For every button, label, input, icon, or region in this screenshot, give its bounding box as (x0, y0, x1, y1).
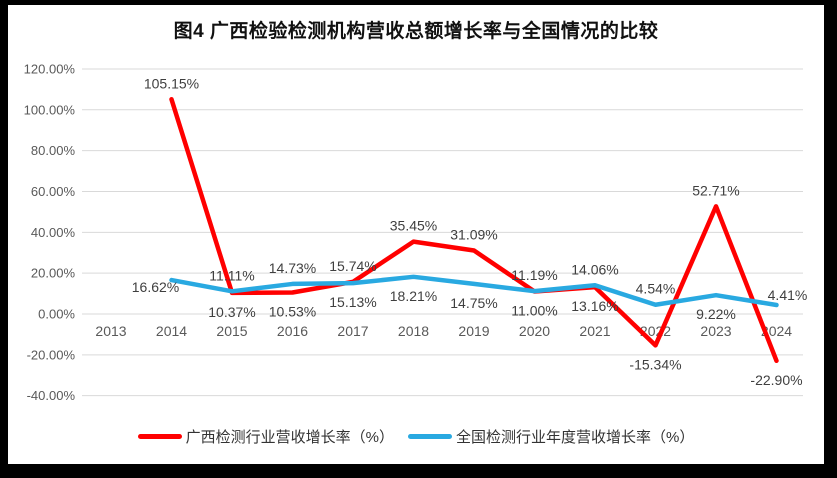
data-label: 11.00% (511, 303, 557, 319)
data-label: 16.62% (132, 279, 179, 295)
x-axis-label: 2019 (458, 323, 489, 339)
legend-item-guangxi: 广西检测行业营收增长率（%） (137, 426, 394, 447)
data-label: 105.15% (144, 75, 199, 91)
chart-area: 图4 广西检验检测机构营收总额增长率与全国情况的比较 120.00% 100.00… (8, 5, 824, 464)
data-label: -15.34% (629, 356, 681, 372)
legend-line-swatch-blue (408, 434, 452, 439)
data-label: 52.71% (692, 182, 739, 198)
y-tick-label: 120.00% (24, 61, 76, 76)
series-line-0 (169, 97, 779, 364)
data-label: -22.90% (750, 372, 802, 388)
data-label: 10.37% (208, 304, 255, 320)
x-axis-label: 2015 (216, 323, 247, 339)
data-label: 11.19% (511, 267, 557, 283)
y-tick-label: 100.00% (24, 102, 76, 117)
data-label: 11.11% (209, 267, 254, 283)
data-label: 9.22% (696, 306, 736, 322)
chart-title: 图4 广西检验检测机构营收总额增长率与全国情况的比较 (173, 21, 659, 42)
data-label: 18.21% (390, 288, 437, 304)
y-tick-label: -40.00% (27, 388, 76, 403)
x-axis-label: 2014 (156, 323, 187, 339)
y-tick-label: 40.00% (31, 225, 76, 240)
data-label: 14.73% (269, 260, 316, 276)
x-axis-label: 2016 (277, 323, 308, 339)
data-label: 15.13% (329, 294, 376, 310)
line-chart: 120.00% 100.00% 80.00% 60.00% 40.00% 20.00% 0.… (24, 61, 808, 403)
data-label: 31.09% (450, 227, 497, 243)
data-label: 35.45% (390, 218, 437, 234)
series-line-1 (169, 274, 779, 308)
x-axis-label: 2020 (519, 323, 550, 339)
y-tick-label: 60.00% (31, 184, 76, 199)
x-axis-label: 2018 (398, 323, 429, 339)
chart-legend: 广西检测行业营收增长率（%） 全国检测行业年度营收增长率（%） (8, 426, 824, 447)
y-tick-label: 80.00% (31, 143, 76, 158)
legend-label-national: 全国检测行业年度营收增长率（%） (456, 429, 695, 446)
data-label: 13.16% (571, 298, 618, 314)
legend-item-national: 全国检测行业年度营收增长率（%） (408, 426, 694, 447)
y-tick-label: -20.00% (27, 347, 76, 362)
legend-line-swatch-red (137, 434, 182, 439)
data-label: 10.53% (269, 303, 316, 319)
data-label: 15.74% (329, 258, 376, 274)
data-label: 4.54% (636, 281, 676, 297)
legend-label-guangxi: 广西检测行业营收增长率（%） (185, 429, 394, 446)
data-label: 4.41% (768, 287, 808, 303)
y-tick-label: 20.00% (31, 266, 76, 281)
x-axis-label: 2023 (700, 323, 731, 339)
x-axis-label: 2021 (579, 323, 610, 339)
data-label: 14.75% (450, 295, 497, 311)
x-axis-label: 2013 (95, 323, 126, 339)
x-axis-label: 2017 (337, 323, 368, 339)
data-label: 14.06% (571, 261, 618, 277)
y-tick-label: 0.00% (38, 307, 75, 322)
